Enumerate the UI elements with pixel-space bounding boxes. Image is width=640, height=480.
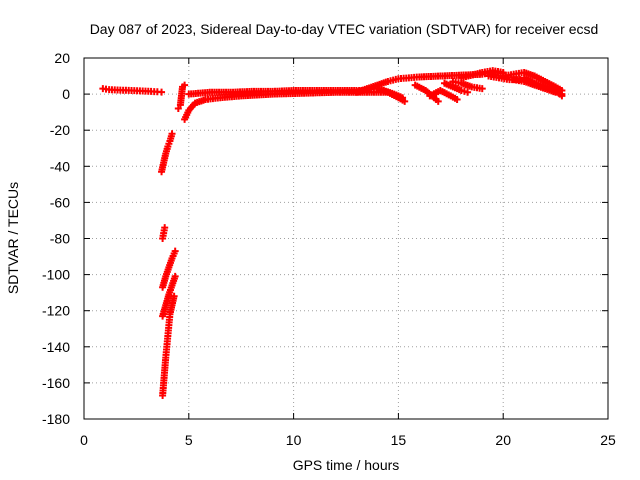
data-point [171, 247, 179, 255]
x-tick-label: 25 [600, 432, 616, 448]
data-point [171, 272, 179, 280]
y-tick-label: -40 [50, 158, 70, 174]
data-point [558, 92, 566, 100]
axis-ticks [83, 57, 609, 420]
data-point [158, 88, 166, 96]
y-tick-labels: 20 0 -20 -40 -60 -80 -100 -120 -140 -160 -180 [42, 50, 70, 427]
data-point [464, 88, 472, 96]
data-point [399, 94, 407, 102]
chart-title: Day 087 of 2023, Sidereal Day-to-day VTE… [90, 21, 599, 37]
y-tick-label: -160 [42, 375, 70, 391]
y-axis-label: SDTVAR / TECUs [5, 182, 21, 294]
y-tick-label: -20 [50, 122, 70, 138]
data-point [170, 292, 178, 300]
y-tick-label: 20 [54, 50, 70, 66]
data-point [168, 130, 176, 138]
x-axis-label: GPS time / hours [293, 457, 400, 473]
y-tick-label: -180 [42, 411, 70, 427]
data-points [99, 67, 566, 400]
data-point [401, 97, 409, 105]
data-point [478, 85, 486, 93]
x-tick-labels: 0 5 10 15 20 25 [80, 432, 616, 448]
data-point [161, 224, 169, 232]
x-tick-label: 5 [185, 432, 193, 448]
data-point [453, 96, 461, 104]
data-point [174, 105, 182, 113]
data-point [434, 97, 442, 105]
data-point [181, 81, 189, 89]
y-tick-label: -100 [42, 267, 70, 283]
x-tick-label: 0 [80, 432, 88, 448]
grid-layer [84, 58, 608, 419]
x-tick-label: 15 [391, 432, 407, 448]
y-tick-label: -80 [50, 231, 70, 247]
y-tick-label: -60 [50, 194, 70, 210]
y-tick-label: -140 [42, 339, 70, 355]
x-tick-label: 20 [495, 432, 511, 448]
data-point [516, 76, 524, 84]
y-tick-label: -120 [42, 303, 70, 319]
y-tick-label: 0 [62, 86, 70, 102]
x-tick-label: 10 [286, 432, 302, 448]
